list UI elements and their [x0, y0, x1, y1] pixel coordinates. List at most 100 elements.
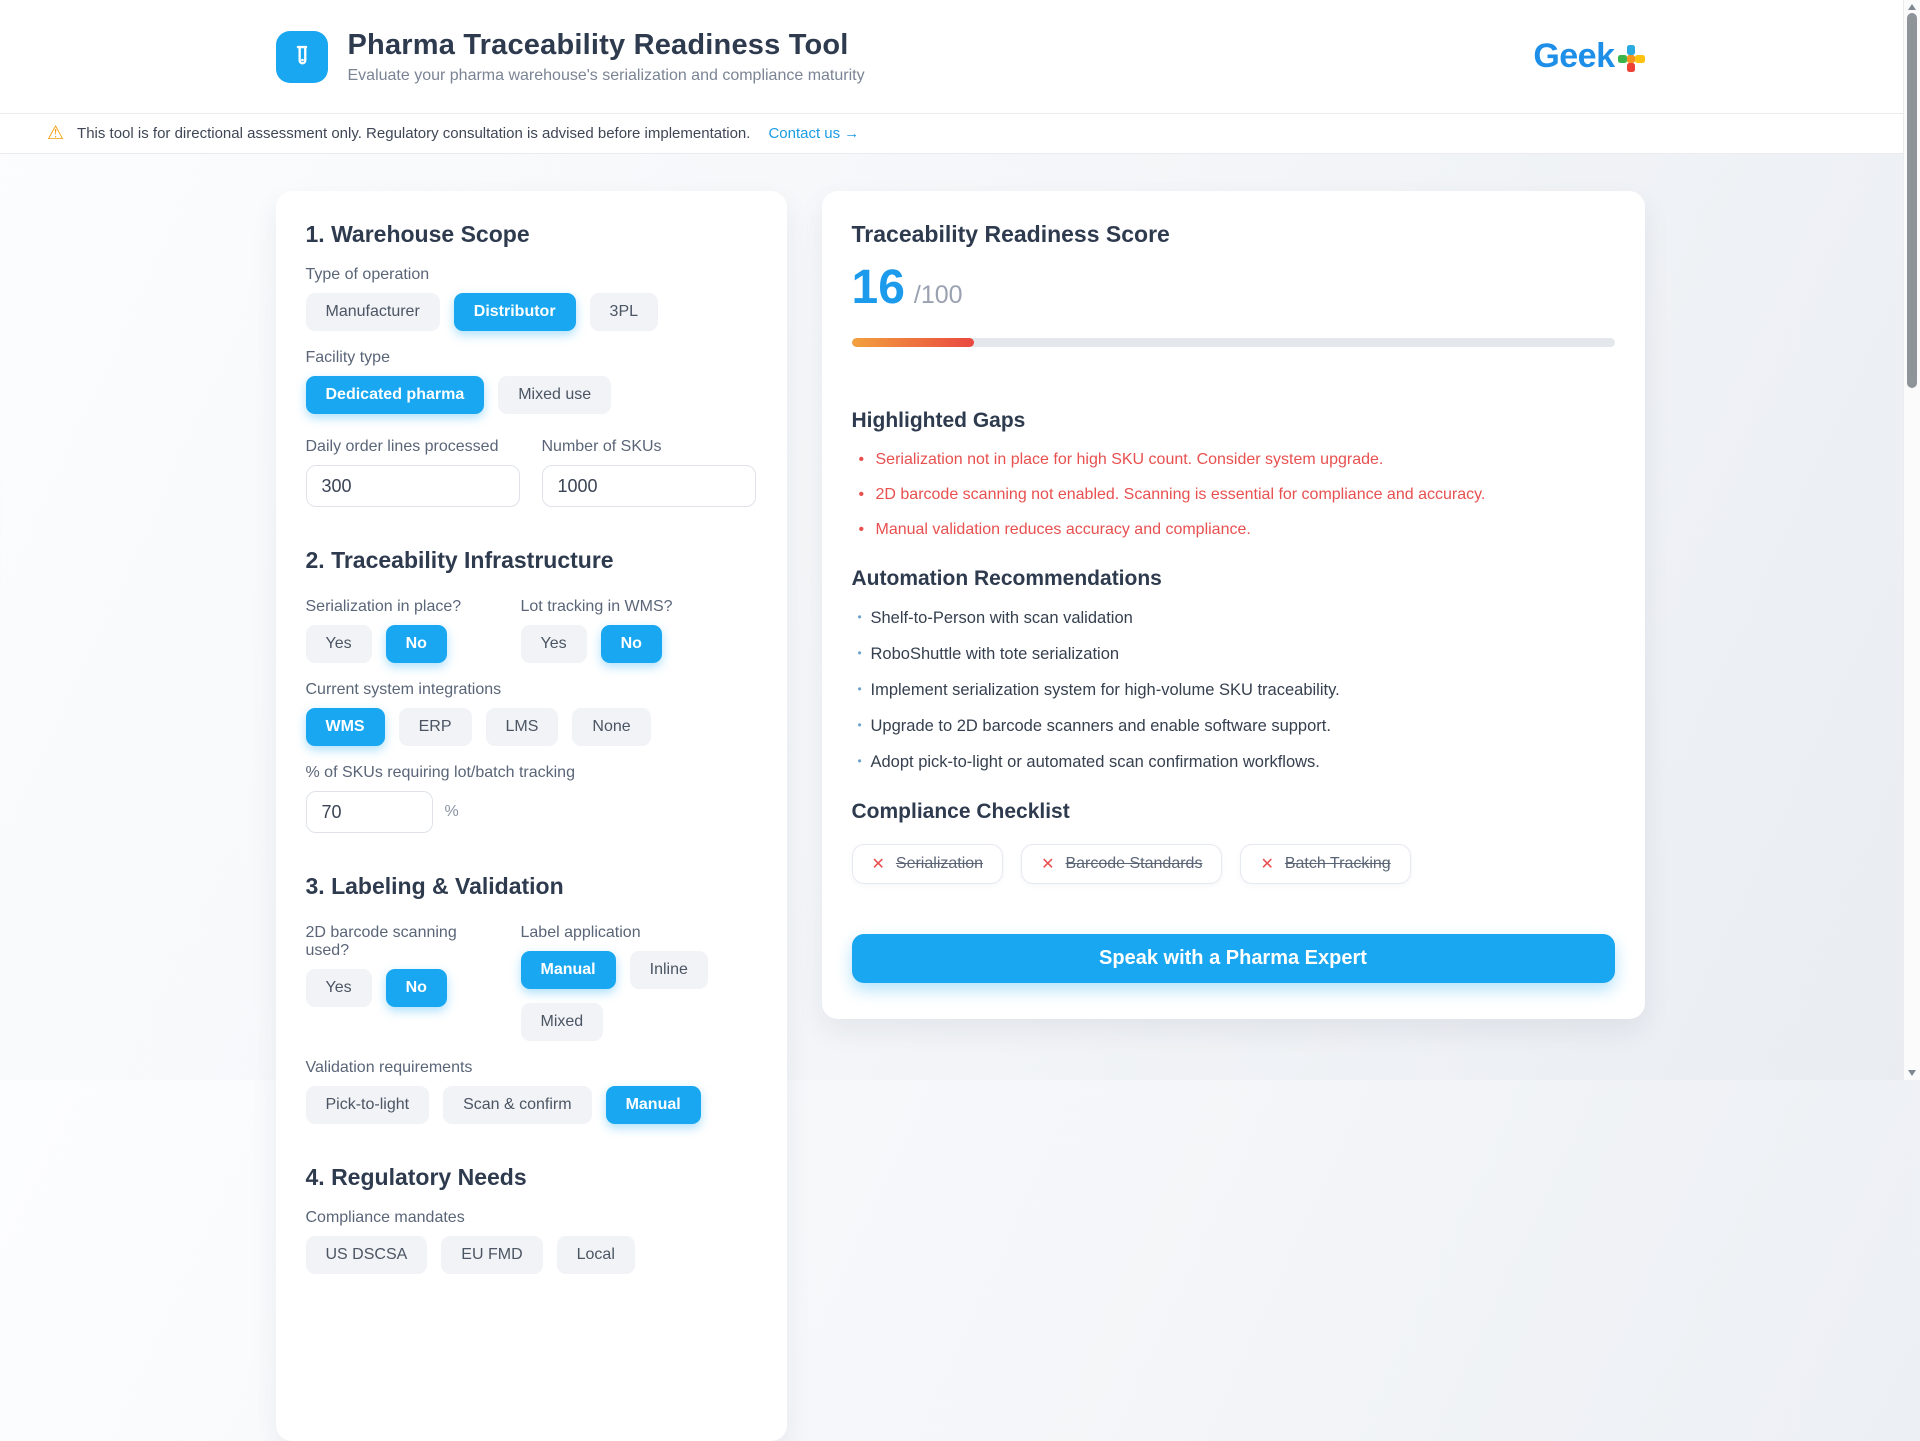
skus-label: Number of SKUs — [541, 438, 662, 455]
lot-tracking-label: Lot tracking in WMS? — [520, 598, 673, 615]
chip-lms[interactable]: LMS — [485, 708, 559, 746]
recommendation-item: Shelf-to-Person with scan validation — [852, 609, 1615, 628]
gap-item: 2D barcode scanning not enabled. Scannin… — [852, 486, 1615, 504]
scroll-up-arrow-icon[interactable] — [1907, 4, 1916, 10]
facility-type-label: Facility type — [305, 349, 390, 366]
gaps-list: Serialization not in place for high SKU … — [852, 451, 1615, 539]
skus-input[interactable] — [541, 465, 756, 507]
section-traceability-infrastructure: 2. Traceability Infrastructure Serializa… — [305, 547, 757, 833]
mandates-group: US DSCSA EU FMD Local — [305, 1236, 757, 1274]
barcode-group: Yes No — [305, 969, 497, 1007]
checklist-pill-label: Barcode Standards — [1065, 855, 1203, 872]
section-4-heading: 4. Regulatory Needs — [305, 1164, 527, 1190]
test-tube-icon — [275, 30, 328, 83]
lot-tracking-no-chip[interactable]: No — [600, 625, 662, 663]
chip-label-mixed[interactable]: Mixed — [520, 1003, 604, 1041]
section-2-heading: 2. Traceability Infrastructure — [305, 547, 614, 573]
operation-type-label: Type of operation — [305, 266, 430, 283]
section-warehouse-scope: 1. Warehouse Scope Type of operation Man… — [305, 221, 757, 507]
chip-distributor[interactable]: Distributor — [453, 293, 576, 331]
checklist-pill-label: Serialization — [895, 855, 984, 872]
chip-validation-manual[interactable]: Manual — [605, 1086, 701, 1124]
barcode-label: 2D barcode scanning used? — [305, 924, 457, 959]
label-application-group: Manual Inline Mixed — [520, 951, 757, 1041]
page-subtitle: Evaluate your pharma warehouse's seriali… — [347, 66, 865, 84]
checklist-heading: Compliance Checklist — [851, 800, 1070, 823]
section-3-heading: 3. Labeling & Validation — [305, 873, 564, 899]
score-heading: Traceability Readiness Score — [851, 221, 1170, 247]
serialization-no-chip[interactable]: No — [385, 625, 447, 663]
chip-label-manual[interactable]: Manual — [520, 951, 616, 989]
recommendation-item: RoboShuttle with tote serialization — [852, 645, 1615, 664]
results-card: Traceability Readiness Score 16 /100 Hig… — [821, 191, 1645, 1019]
lot-pct-input[interactable] — [305, 791, 433, 833]
lot-tracking-yes-chip[interactable]: Yes — [520, 625, 587, 663]
checklist-pill-label: Batch Tracking — [1284, 855, 1391, 872]
daily-lines-input[interactable] — [305, 465, 520, 507]
chip-manufacturer[interactable]: Manufacturer — [305, 293, 440, 331]
section-labeling-validation: 3. Labeling & Validation 2D barcode scan… — [305, 873, 757, 1124]
warning-icon: ⚠ — [47, 123, 65, 144]
mandates-label: Compliance mandates — [305, 1209, 465, 1226]
assessment-form-card: 1. Warehouse Scope Type of operation Man… — [275, 191, 787, 1441]
checklist-pill-serialization: ✕ Serialization — [851, 844, 1004, 884]
chip-pick-to-light[interactable]: Pick-to-light — [305, 1086, 430, 1124]
serialization-group: Yes No — [305, 625, 497, 663]
chip-us-dscsa[interactable]: US DSCSA — [305, 1236, 428, 1274]
chip-local[interactable]: Local — [556, 1236, 635, 1274]
checklist-row: ✕ Serialization ✕ Barcode Standards ✕ Ba… — [851, 844, 1615, 884]
scroll-down-arrow-icon[interactable] — [1907, 1070, 1916, 1076]
score-progress — [851, 338, 1615, 347]
section-regulatory-needs: 4. Regulatory Needs Compliance mandates … — [305, 1164, 757, 1274]
chip-mixed-use[interactable]: Mixed use — [498, 376, 612, 414]
serialization-yes-chip[interactable]: Yes — [305, 625, 372, 663]
score-max: /100 — [913, 281, 963, 309]
barcode-no-chip[interactable]: No — [385, 969, 447, 1007]
disclaimer-text: This tool is for directional assessment … — [77, 125, 751, 142]
contact-us-link[interactable]: Contact us → — [768, 125, 860, 142]
gap-item: Manual validation reduces accuracy and c… — [852, 521, 1615, 539]
daily-lines-label: Daily order lines processed — [305, 438, 499, 455]
recommendation-item: Upgrade to 2D barcode scanners and enabl… — [852, 717, 1615, 736]
barcode-yes-chip[interactable]: Yes — [305, 969, 372, 1007]
chip-scan-confirm[interactable]: Scan & confirm — [443, 1086, 592, 1124]
serialization-label: Serialization in place? — [305, 598, 462, 615]
gaps-heading: Highlighted Gaps — [851, 409, 1026, 432]
checklist-pill-barcode-standards: ✕ Barcode Standards — [1021, 844, 1223, 884]
score-progress-fill — [851, 338, 974, 347]
recommendations-list: Shelf-to-Person with scan validation Rob… — [852, 609, 1615, 772]
integrations-group: WMS ERP LMS None — [305, 708, 757, 746]
chip-eu-fmd[interactable]: EU FMD — [441, 1236, 543, 1274]
lot-tracking-group: Yes No — [520, 625, 673, 663]
speak-expert-button[interactable]: Speak with a Pharma Expert — [851, 934, 1615, 983]
validation-label: Validation requirements — [305, 1059, 473, 1076]
disclaimer-bar: ⚠ This tool is for directional assessmen… — [0, 113, 1920, 154]
app-header: Pharma Traceability Readiness Tool Evalu… — [0, 0, 1920, 113]
chip-wms[interactable]: WMS — [305, 708, 385, 746]
validation-group: Pick-to-light Scan & confirm Manual — [305, 1086, 757, 1124]
gap-item: Serialization not in place for high SKU … — [852, 451, 1615, 469]
score-value: 16 — [851, 261, 905, 314]
scrollbar-thumb[interactable] — [1907, 13, 1917, 388]
x-icon: ✕ — [1260, 856, 1274, 873]
section-1-heading: 1. Warehouse Scope — [305, 221, 530, 247]
brand-plus-icon — [1617, 45, 1645, 72]
checklist-pill-batch-tracking: ✕ Batch Tracking — [1240, 844, 1411, 884]
operation-type-group: Manufacturer Distributor 3PL — [305, 293, 757, 331]
x-icon: ✕ — [871, 856, 885, 873]
chip-none[interactable]: None — [572, 708, 651, 746]
recommendation-item: Adopt pick-to-light or automated scan co… — [852, 753, 1615, 772]
facility-type-group: Dedicated pharma Mixed use — [305, 376, 757, 414]
recommendation-item: Implement serialization system for high-… — [852, 681, 1615, 700]
label-application-label: Label application — [520, 924, 641, 941]
recommendations-heading: Automation Recommendations — [851, 567, 1162, 590]
lot-pct-label: % of SKUs requiring lot/batch tracking — [305, 764, 575, 781]
percent-suffix: % — [444, 803, 459, 820]
brand-logo-text: Geek — [1533, 37, 1615, 75]
page-scrollbar[interactable] — [1903, 0, 1920, 1080]
chip-label-inline[interactable]: Inline — [629, 951, 708, 989]
chip-erp[interactable]: ERP — [398, 708, 472, 746]
page-title: Pharma Traceability Readiness Tool — [347, 28, 849, 61]
chip-dedicated-pharma[interactable]: Dedicated pharma — [305, 376, 485, 414]
chip-3pl[interactable]: 3PL — [589, 293, 659, 331]
